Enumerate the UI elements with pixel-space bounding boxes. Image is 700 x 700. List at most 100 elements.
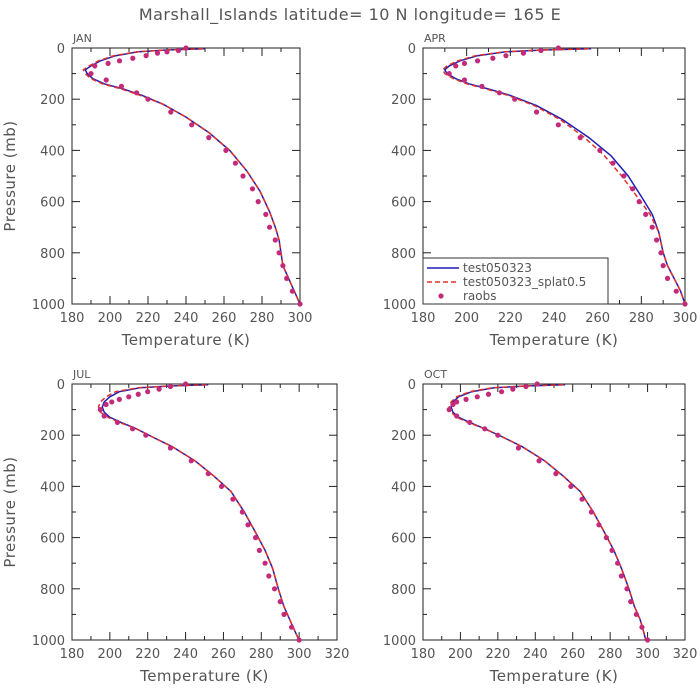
raobs-point <box>660 263 666 269</box>
raobs-point <box>658 250 664 256</box>
raobs-point <box>88 71 94 77</box>
x-tick-label: 320 <box>325 647 350 662</box>
raobs-point <box>118 83 124 89</box>
x-axis-title: Temperature (K) <box>489 667 619 685</box>
legend-label: test050323_splat0.5 <box>463 275 586 289</box>
y-tick-label: 400 <box>391 480 416 495</box>
raobs-point <box>538 47 544 54</box>
raobs-point <box>289 288 295 294</box>
raobs-point <box>130 55 136 61</box>
raobs-point <box>633 611 639 618</box>
raobs-point <box>109 399 115 405</box>
x-tick-label: 200 <box>97 647 122 662</box>
raobs-point <box>126 394 132 400</box>
series-line-solid <box>84 48 301 305</box>
panel-label: APR <box>424 32 446 45</box>
raobs-point <box>154 50 161 56</box>
raobs-point <box>682 301 688 307</box>
x-tick-label: 260 <box>212 311 237 326</box>
raobs-point <box>105 60 111 66</box>
x-tick-label: 180 <box>411 647 436 662</box>
raobs-point <box>156 386 162 392</box>
x-tick-label: 220 <box>136 311 161 326</box>
raobs-point <box>272 237 278 243</box>
raobs-point <box>577 135 583 141</box>
raobs-point <box>588 509 595 515</box>
x-tick-label: 220 <box>135 647 160 662</box>
x-axis-title: Temperature (K) <box>121 331 251 349</box>
raobs-point <box>296 637 302 643</box>
raobs-point <box>636 199 642 205</box>
raobs-point <box>267 224 273 230</box>
raobs-point <box>624 586 630 592</box>
raobs-point <box>609 547 615 554</box>
raobs-point <box>490 55 496 61</box>
raobs-point <box>503 53 509 59</box>
panel-jan: 180 200 220 240 260 280 300 0 200 400 600 800 1000 JA… <box>1 32 312 349</box>
y-tick-label: 800 <box>391 583 416 598</box>
y-tick-label: 200 <box>40 93 65 108</box>
raobs-point <box>143 53 149 59</box>
raobs-point <box>454 413 460 419</box>
raobs-point <box>568 483 574 489</box>
raobs-point <box>230 496 236 502</box>
raobs-point <box>249 186 256 192</box>
raobs-point <box>479 83 485 89</box>
y-axis-title: Pressure (mb) <box>1 456 19 567</box>
x-tick-label: 280 <box>598 647 623 662</box>
raobs-point <box>461 77 468 83</box>
raobs-point <box>168 109 174 115</box>
raobs-point <box>232 160 238 166</box>
raobs-point <box>615 560 621 566</box>
x-tick-label: 280 <box>249 647 274 662</box>
raobs-point <box>474 58 481 64</box>
panel-oct: 180 200 220 240 260 280 300 320 0 200 400 600 800 100… <box>383 368 698 685</box>
raobs-point <box>103 77 109 83</box>
y-tick-label: 400 <box>391 144 416 159</box>
raobs-point <box>485 391 492 397</box>
panel-label: OCT <box>424 368 447 381</box>
x-tick-label: 200 <box>454 311 479 326</box>
y-tick-label: 800 <box>391 247 416 262</box>
y-tick-label: 600 <box>40 532 65 547</box>
raobs-point <box>474 394 480 400</box>
raobs-point <box>206 135 212 141</box>
raobs-point <box>255 199 261 205</box>
raobs-point <box>103 401 109 408</box>
raobs-point <box>223 147 229 153</box>
x-tick-label: 200 <box>448 647 473 662</box>
raobs-point <box>256 547 262 554</box>
raobs-point <box>189 122 195 128</box>
x-tick-label: 260 <box>211 647 236 662</box>
raobs-point <box>145 96 151 102</box>
x-axis-title: Temperature (K) <box>139 667 269 685</box>
x-tick-label: 260 <box>585 311 610 326</box>
y-tick-label: 0 <box>57 42 65 57</box>
y-tick-label: 600 <box>40 196 65 211</box>
x-tick-label: 260 <box>560 647 585 662</box>
raobs-point <box>240 173 246 179</box>
panel-label: JAN <box>72 32 92 45</box>
raobs-point <box>523 383 529 390</box>
x-tick-label: 220 <box>485 647 510 662</box>
y-tick-label: 400 <box>40 480 65 495</box>
raobs-point <box>495 432 501 438</box>
y-tick-label: 200 <box>391 93 416 108</box>
raobs-point <box>446 71 452 77</box>
raobs-point <box>263 211 269 217</box>
legend-label: test050323 <box>463 261 532 275</box>
raobs-point <box>116 396 122 402</box>
raobs-point <box>649 224 655 230</box>
raobs-point <box>534 381 540 387</box>
x-tick-label: 280 <box>629 311 654 326</box>
y-tick-label: 200 <box>391 429 416 444</box>
y-tick-label: 1000 <box>32 634 65 649</box>
raobs-point <box>182 381 189 387</box>
raobs-point <box>188 458 194 464</box>
raobs-point <box>482 426 488 432</box>
raobs-point <box>461 60 468 66</box>
raobs-point <box>245 522 251 528</box>
raobs-point <box>579 496 585 502</box>
y-tick-label: 800 <box>40 247 65 262</box>
raobs-point <box>114 419 121 425</box>
